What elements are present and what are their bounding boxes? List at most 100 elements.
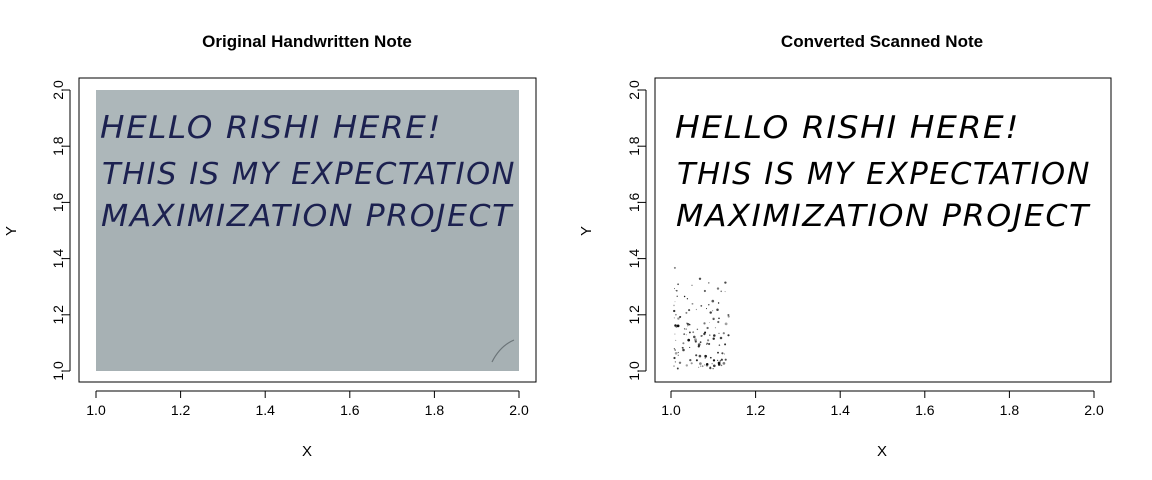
y-tick-label: 1.2 [50,305,66,325]
noise-dot [719,360,722,362]
chart-title-converted: Converted Scanned Note [781,32,983,51]
noise-dot [717,320,720,324]
x-tick-label: 1.0 [661,402,681,418]
x-tick-label: 1.6 [340,402,360,418]
y-tick-label: 1.4 [50,249,66,269]
noise-dot [685,364,688,367]
note-line-3: MAXIMIZATION PROJECT [101,199,514,234]
y-tick-label: 1.0 [50,361,66,381]
noise-dot [682,342,685,345]
x-axis-converted: 1.0 1.2 1.4 1.6 1.8 2.0 [661,390,1104,418]
noise-dot [700,305,703,307]
noise-dot [703,289,706,293]
noise-dot [704,364,706,366]
noise-dot [722,332,725,335]
x-tick-label: 1.2 [171,402,191,418]
noise-dot [673,317,676,319]
y-tick-label: 1.4 [626,249,642,269]
noise-dot [711,299,715,303]
noise-dot [712,364,716,368]
noise-dot [707,339,710,342]
chart-title-original: Original Handwritten Note [202,32,412,51]
noise-dot [708,304,710,306]
noise-dot [724,322,728,326]
noise-dot [677,351,679,354]
noise-dot [690,362,693,365]
noise-dot [706,343,708,345]
noise-dot [712,310,714,312]
noise-dot [699,362,702,365]
y-tick-label: 1.2 [626,305,642,325]
noise-dot [675,339,677,341]
noise-dot [682,348,685,352]
panel-original: Original Handwritten Note HELLO RISHI HE… [3,32,537,460]
noise-dot [688,331,691,334]
noise-dot [727,334,730,337]
noise-dot [698,277,702,281]
noise-dot [717,361,721,365]
y-tick-label: 1.8 [626,136,642,156]
handwriting-converted: HELLO RISHI HERE! THIS IS MY EXPECTATION… [675,110,1091,234]
noise-dot [675,313,677,316]
note-image-lighting [96,90,519,210]
noise-dot [716,308,719,311]
noise-dot [705,362,709,366]
noise-dot [675,289,678,292]
noise-dot [673,304,675,307]
noise-dot [718,317,720,320]
noise-dot [718,344,721,346]
noise-dot [689,324,691,326]
x-axis-label-converted: X [877,443,887,460]
noise-dot [683,333,686,335]
noise-dot [697,343,701,346]
noise-dot [697,345,700,348]
y-tick-label: 1.6 [50,192,66,212]
noise-dot [718,332,720,335]
noise-dot [691,303,693,305]
noise-dot [688,309,691,312]
noise-dot [689,358,692,362]
noise-dot [712,359,716,362]
noise-dot [673,356,676,360]
noise-dot [721,352,724,355]
plot-frame-original [78,77,537,383]
noise-dot [692,303,694,305]
noise-dot [704,354,707,357]
y-axis-converted: 1.0 1.2 1.4 1.6 1.8 2.0 [626,80,647,381]
noise-dot [727,315,730,318]
noise-dot [706,326,709,330]
noise-dot [673,309,676,313]
x-tick-label: 1.8 [1000,402,1020,418]
noise-dot [724,358,727,361]
noise-dot [720,358,723,361]
note-line-1: HELLO RISHI HERE! [100,110,442,146]
noise-dot [698,354,702,358]
noise-dot [677,317,680,320]
noise-dot [686,334,687,336]
noise-dot [685,311,688,314]
note-line-3: MAXIMIZATION PROJECT [676,199,1091,234]
y-tick-label: 2.0 [626,80,642,100]
noise-dot [695,359,698,362]
noise-dot [722,362,726,365]
y-tick-label: 1.6 [626,192,642,212]
noise-dot [674,361,677,363]
noise-dot [678,315,682,319]
note-line-1: HELLO RISHI HERE! [675,110,1020,146]
noise-dot [717,302,720,304]
noise-dot [704,331,707,334]
noise-dot [708,342,711,346]
noise-dot [709,334,711,336]
noise-dot [686,298,689,300]
noise-dot [694,340,697,343]
plot-frame-converted [654,77,1112,383]
noise-dot [712,337,715,340]
x-tick-label: 2.0 [509,402,529,418]
note-image-converted [671,90,1094,371]
noise-dot [685,328,687,330]
noise-dot [683,295,686,298]
noise-dot [699,341,702,344]
x-tick-label: 1.2 [746,402,766,418]
x-tick-label: 1.4 [255,402,275,418]
noise-dot [720,290,722,293]
